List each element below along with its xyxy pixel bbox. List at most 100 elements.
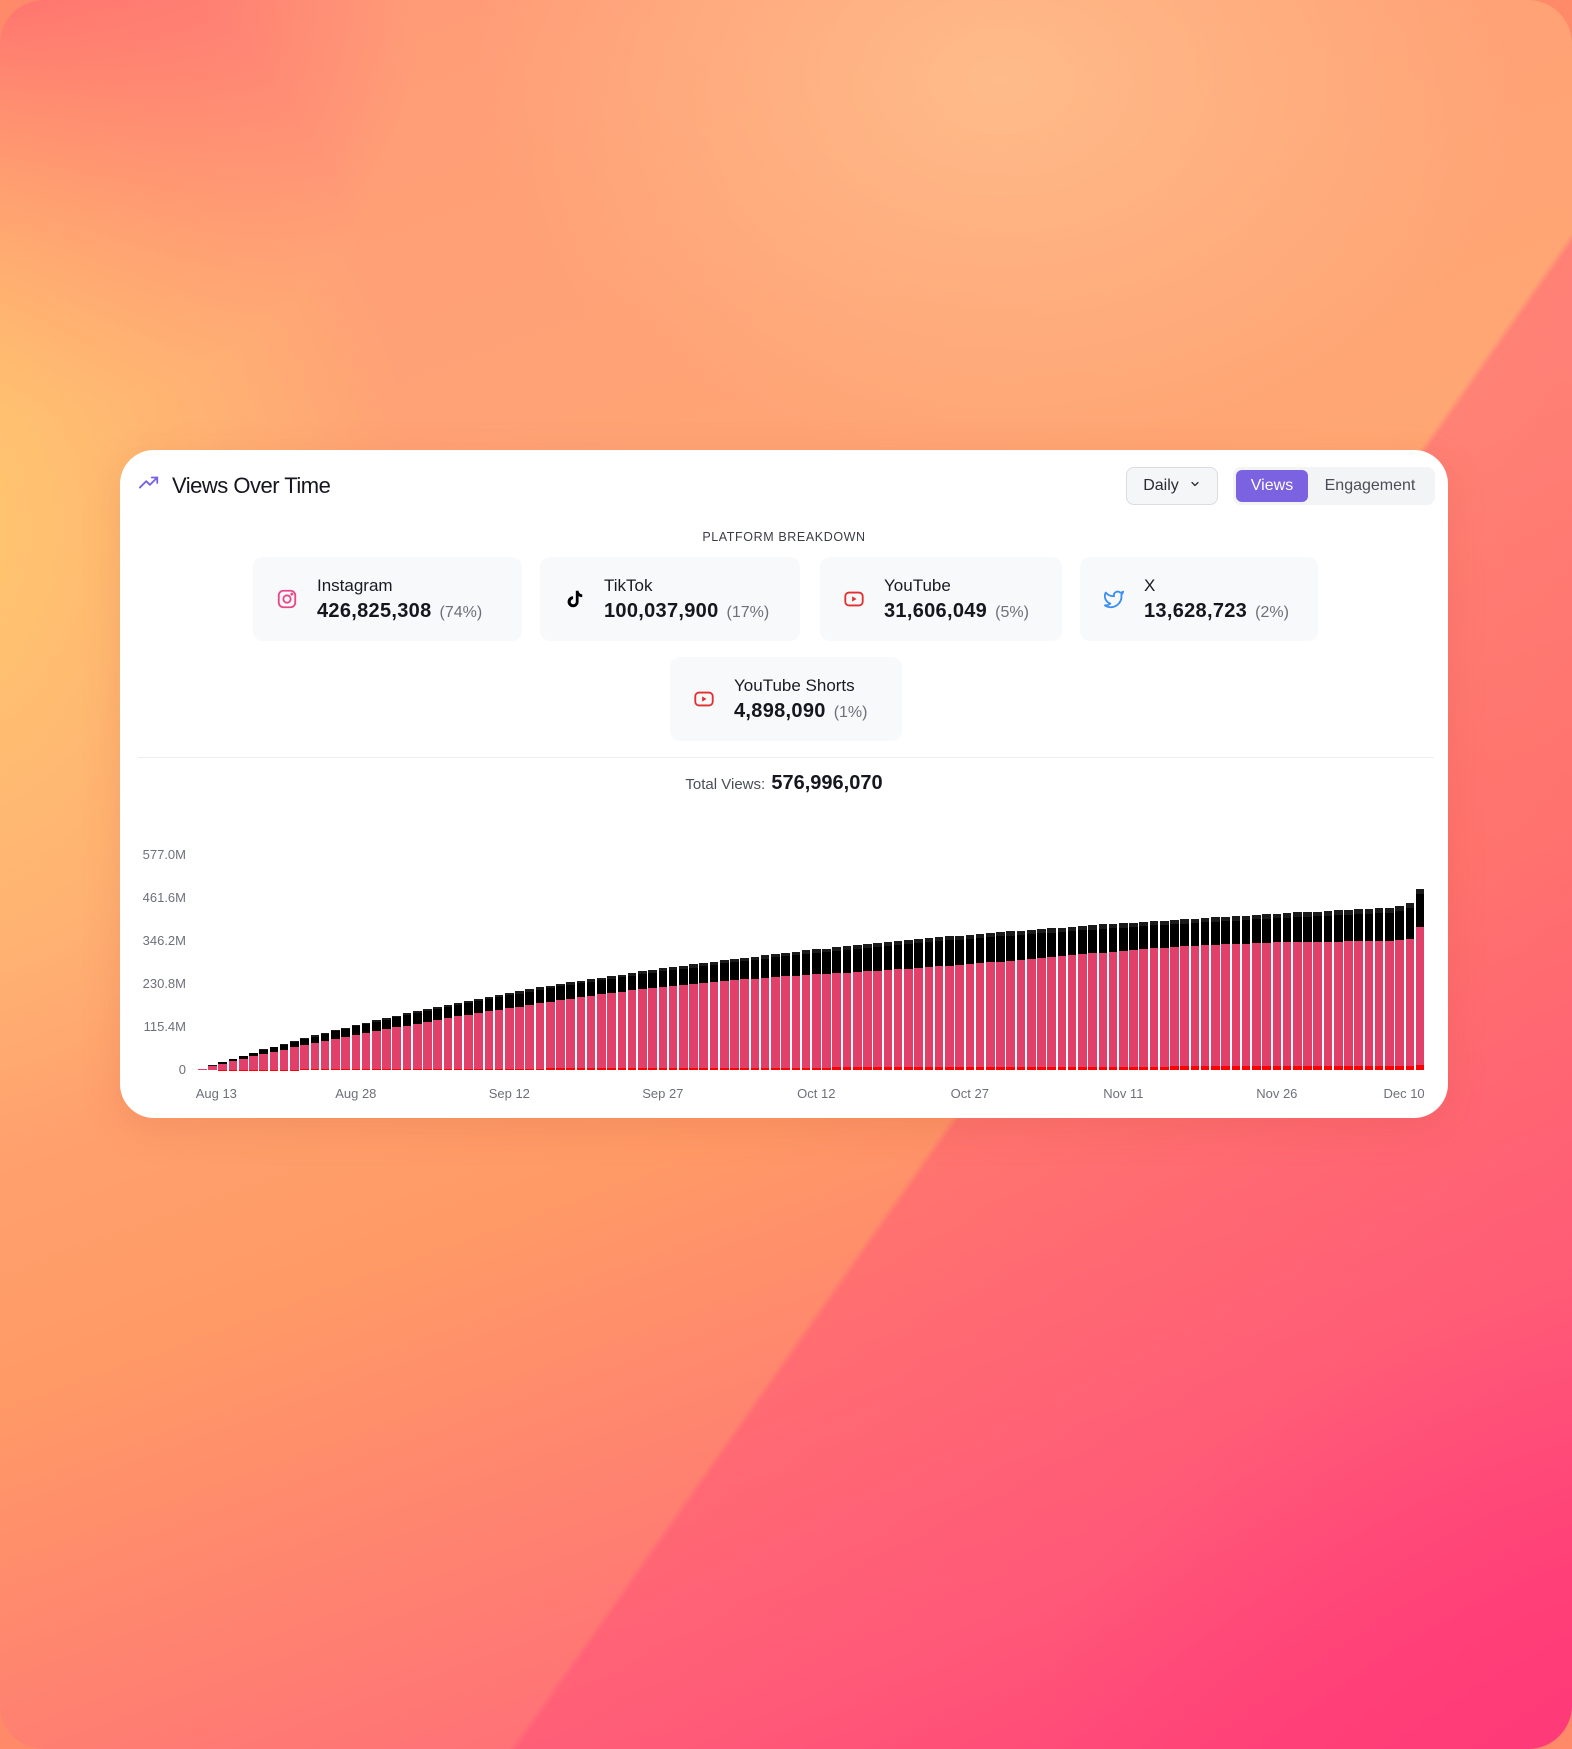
chart-bar[interactable]: [955, 935, 964, 1070]
chart-bar[interactable]: [1200, 917, 1210, 1070]
chart-bar[interactable]: [965, 934, 975, 1070]
chart-bar[interactable]: [719, 960, 729, 1070]
chart-bar[interactable]: [801, 950, 811, 1070]
chart-bar[interactable]: [1190, 918, 1200, 1070]
chart-bar[interactable]: [1323, 910, 1333, 1070]
chart-bar[interactable]: [556, 983, 565, 1070]
chart-bar[interactable]: [484, 996, 494, 1070]
chart-bar[interactable]: [515, 991, 524, 1070]
chart-bar[interactable]: [1139, 921, 1149, 1070]
chart-bar[interactable]: [535, 987, 545, 1070]
chart-bar[interactable]: [709, 961, 719, 1070]
chart-bar[interactable]: [1221, 916, 1230, 1070]
chart-bar[interactable]: [771, 953, 780, 1070]
chart-bar[interactable]: [1016, 930, 1026, 1070]
chart-bar[interactable]: [668, 967, 678, 1070]
chart-bar[interactable]: [1149, 920, 1159, 1070]
chart-bar[interactable]: [238, 1055, 248, 1070]
chart-bar[interactable]: [1180, 919, 1190, 1070]
chart-bar[interactable]: [1119, 923, 1128, 1070]
chart-bar[interactable]: [617, 974, 627, 1070]
chart-bar[interactable]: [730, 958, 739, 1070]
chart-bar[interactable]: [1405, 903, 1415, 1070]
chart-bar[interactable]: [545, 985, 555, 1070]
chart-bar[interactable]: [945, 936, 954, 1070]
chart-bar[interactable]: [1037, 929, 1046, 1070]
chart-bar[interactable]: [975, 933, 985, 1070]
chart-bar[interactable]: [689, 964, 698, 1070]
chart-bar[interactable]: [934, 937, 944, 1070]
chart-bar[interactable]: [914, 939, 923, 1070]
chart-bar[interactable]: [1385, 907, 1394, 1070]
chart-bar[interactable]: [505, 992, 514, 1070]
chart-bar[interactable]: [259, 1049, 269, 1070]
chart-bar[interactable]: [371, 1020, 381, 1070]
chart-bar[interactable]: [249, 1052, 258, 1070]
chart-bar[interactable]: [1364, 908, 1374, 1070]
chart-bar[interactable]: [607, 976, 616, 1070]
chart-bar[interactable]: [1088, 925, 1097, 1070]
chart-bar[interactable]: [893, 941, 903, 1070]
chart-bar[interactable]: [566, 982, 576, 1070]
tab-views[interactable]: Views: [1236, 470, 1308, 502]
chart-bar[interactable]: [1067, 926, 1077, 1070]
chart-bar[interactable]: [1159, 920, 1169, 1070]
chart-bar[interactable]: [1241, 915, 1251, 1070]
chart-bar[interactable]: [1344, 909, 1353, 1070]
chart-bar[interactable]: [474, 998, 483, 1070]
chart-bar[interactable]: [351, 1024, 361, 1070]
chart-bar[interactable]: [852, 945, 862, 1070]
chart-bar[interactable]: [873, 943, 883, 1070]
chart-bar[interactable]: [781, 952, 790, 1070]
chart-bar[interactable]: [1170, 919, 1179, 1070]
chart-bar[interactable]: [638, 971, 647, 1070]
chart-bar[interactable]: [1098, 924, 1108, 1070]
tab-engagement[interactable]: Engagement: [1324, 477, 1416, 494]
chart-bar[interactable]: [832, 947, 842, 1070]
platform-card-youtube[interactable]: YouTube 31,606,049 (5%): [820, 557, 1062, 641]
chart-bar[interactable]: [1395, 906, 1404, 1070]
chart-bar[interactable]: [412, 1011, 422, 1070]
chart-bar[interactable]: [320, 1032, 330, 1070]
chart-bar[interactable]: [300, 1038, 309, 1070]
chart-bar[interactable]: [1333, 910, 1343, 1070]
chart-bar[interactable]: [842, 946, 852, 1070]
chart-bar[interactable]: [627, 972, 637, 1070]
chart-bar[interactable]: [863, 944, 872, 1070]
chart-bar[interactable]: [1354, 909, 1363, 1070]
chart-bar[interactable]: [1415, 888, 1425, 1070]
chart-bar[interactable]: [924, 938, 934, 1070]
chart-bar[interactable]: [402, 1013, 412, 1070]
chart-bar[interactable]: [1047, 928, 1056, 1070]
chart-bar[interactable]: [525, 989, 535, 1070]
chart-bar[interactable]: [341, 1027, 350, 1070]
chart-bar[interactable]: [453, 1002, 463, 1070]
chart-bar[interactable]: [904, 940, 913, 1070]
chart-bar[interactable]: [1078, 926, 1087, 1070]
chart-bar[interactable]: [586, 979, 596, 1070]
chart-bar[interactable]: [494, 994, 504, 1070]
chart-bar[interactable]: [1108, 923, 1118, 1070]
chart-bar[interactable]: [1303, 912, 1312, 1070]
chart-bar[interactable]: [361, 1022, 371, 1070]
chart-bar[interactable]: [1057, 927, 1067, 1070]
chart-bar[interactable]: [392, 1015, 402, 1070]
chart-bar[interactable]: [597, 977, 606, 1070]
chart-bar[interactable]: [678, 965, 688, 1070]
chart-bar[interactable]: [576, 980, 586, 1070]
chart-bar[interactable]: [812, 949, 821, 1070]
chart-bar[interactable]: [996, 932, 1005, 1070]
platform-card-instagram[interactable]: Instagram 426,825,308 (74%): [253, 557, 522, 641]
chart-bar[interactable]: [1006, 931, 1016, 1070]
chart-bar[interactable]: [228, 1058, 238, 1070]
chart-bar[interactable]: [1129, 922, 1138, 1070]
chart-bar[interactable]: [740, 957, 749, 1070]
chart-bar[interactable]: [699, 962, 709, 1070]
interval-select[interactable]: Daily: [1126, 467, 1218, 505]
chart-bar[interactable]: [1282, 913, 1292, 1070]
platform-card-x[interactable]: X 13,628,723 (2%): [1080, 557, 1318, 641]
platform-card-tiktok[interactable]: TikTok 100,037,900 (17%): [540, 557, 800, 641]
chart-bar[interactable]: [423, 1009, 432, 1070]
chart-bar[interactable]: [883, 942, 893, 1070]
chart-bar[interactable]: [443, 1004, 453, 1070]
